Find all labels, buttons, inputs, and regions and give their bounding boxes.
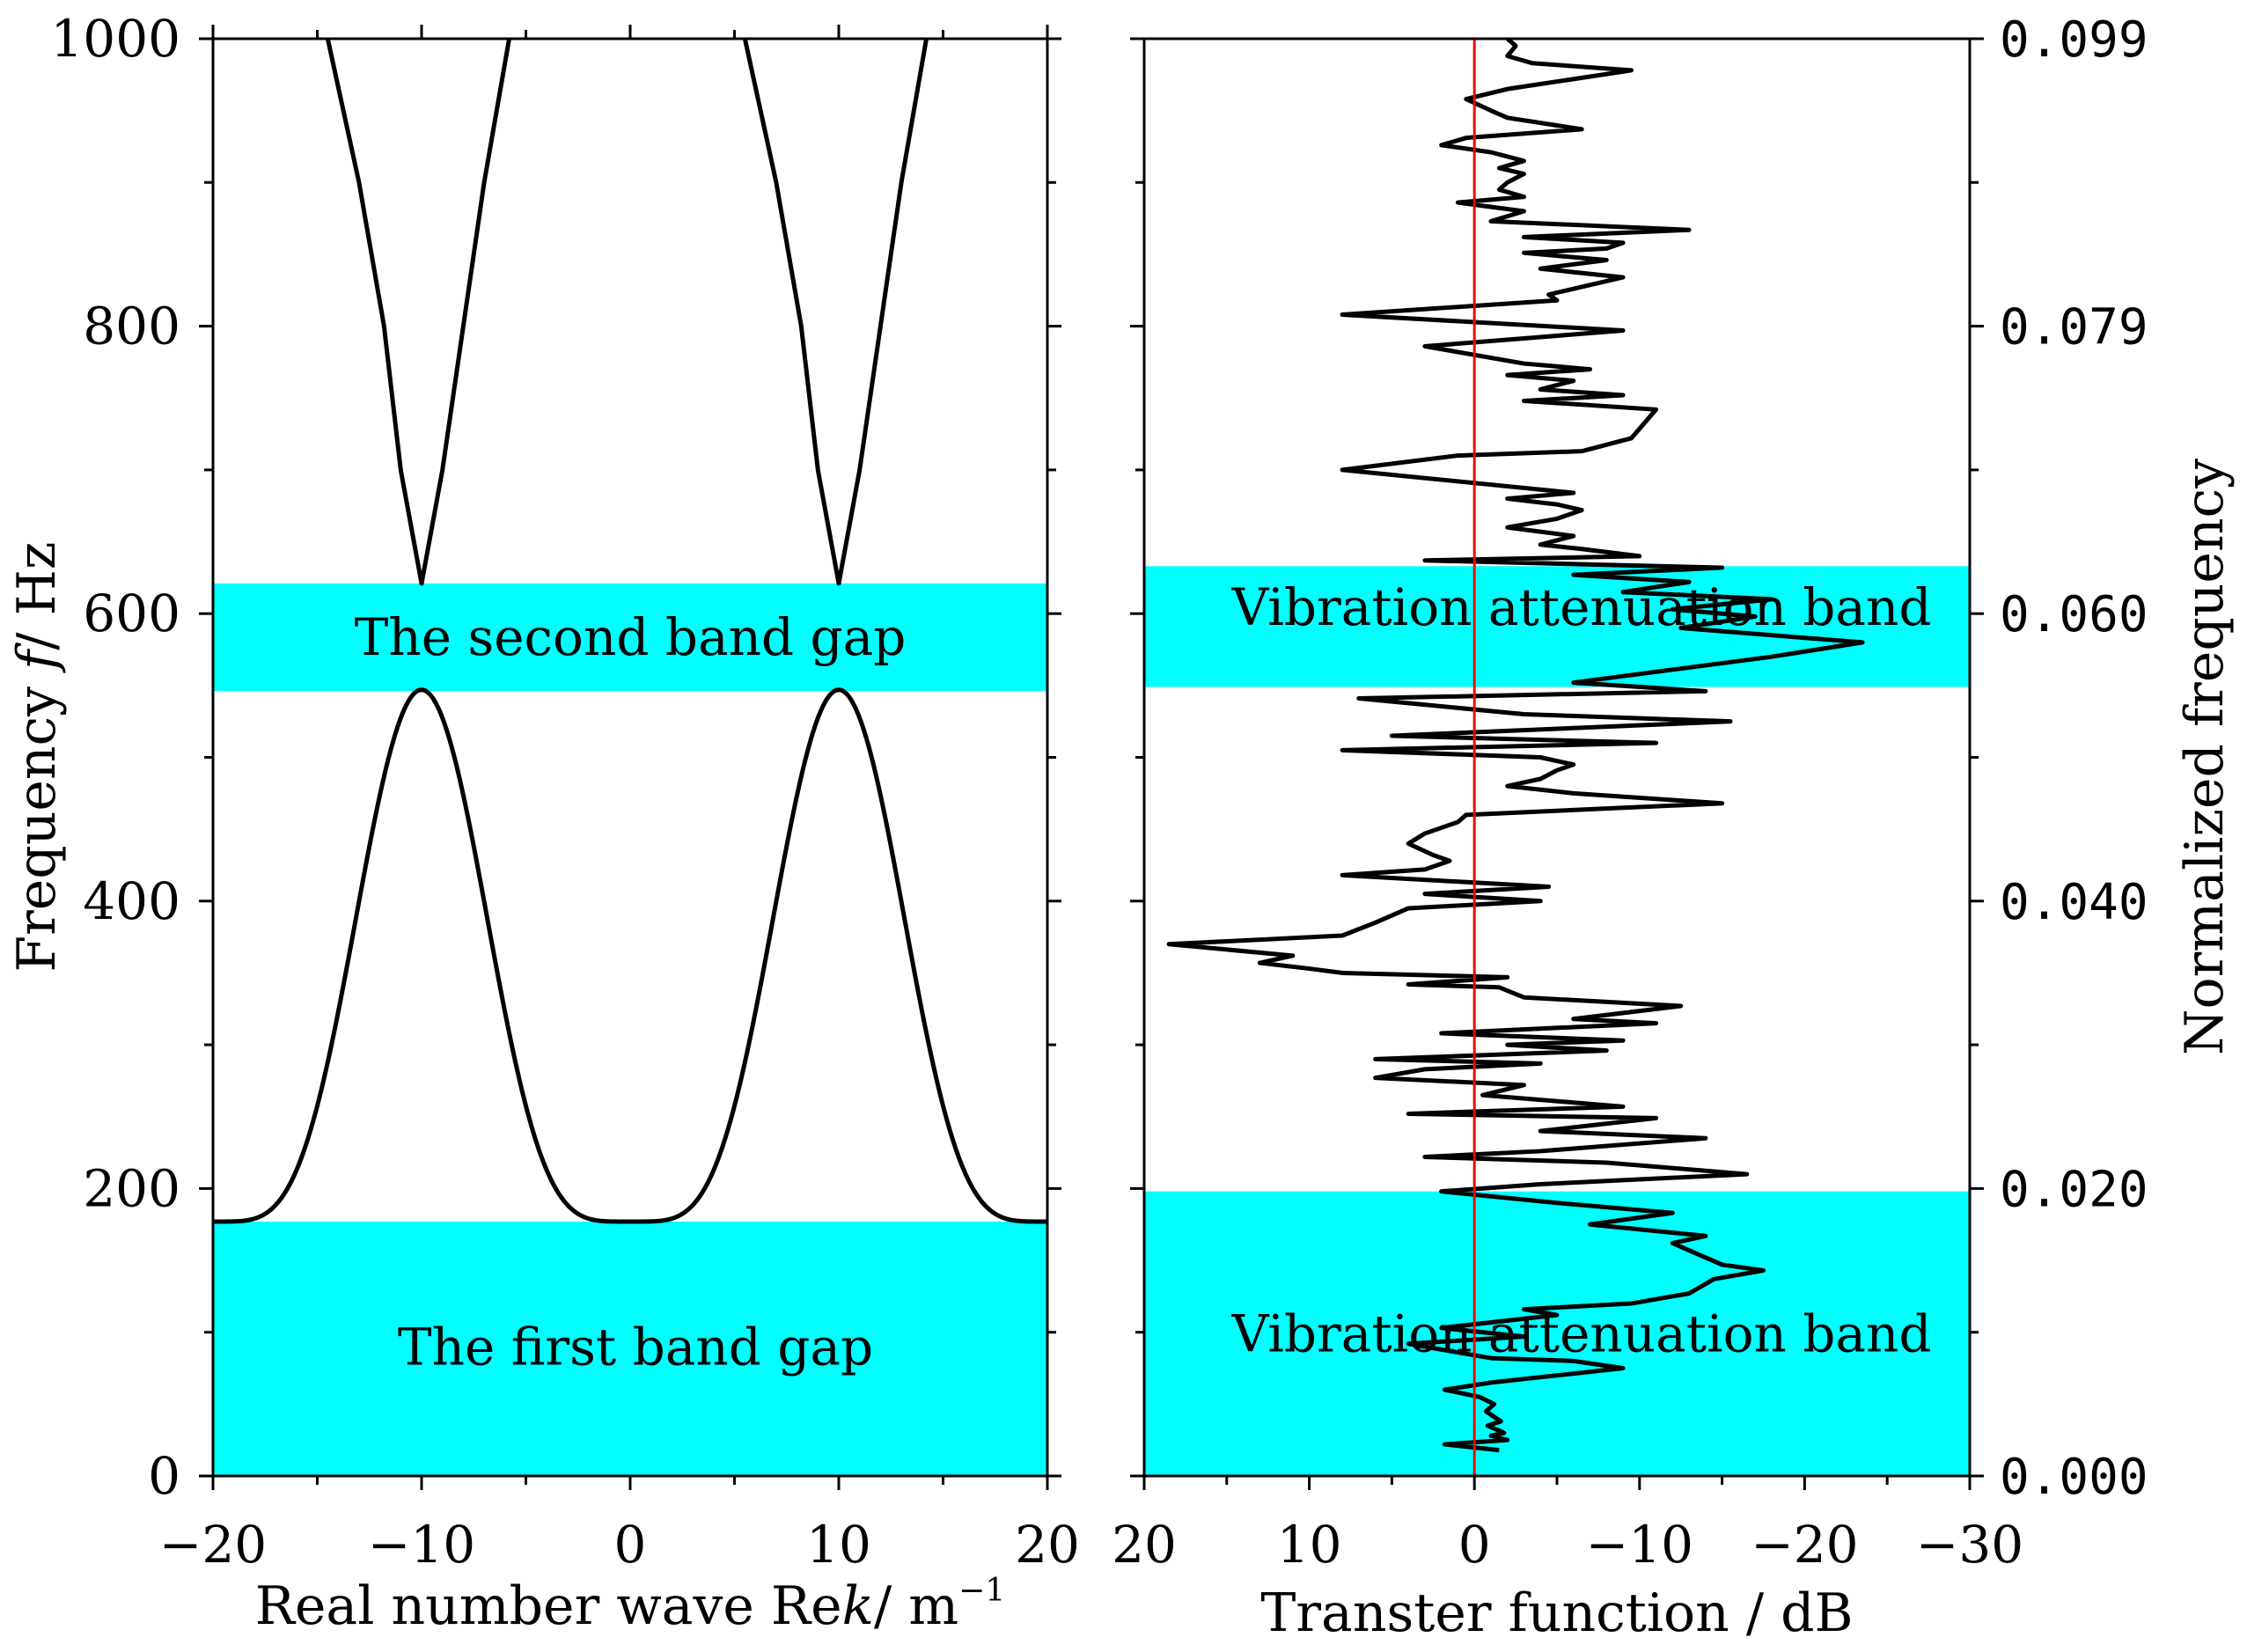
left-x-tick-label: 10 (806, 1515, 871, 1575)
left-x-tick-label: 0 (614, 1515, 647, 1575)
normalized-frequency-tick-label: 0.000 (2000, 1449, 2148, 1506)
normalized-frequency-tick-label: 0.020 (2000, 1161, 2148, 1218)
second-branch-curve-2 (742, 39, 929, 586)
attenuation-band-label-1: Vibration attenuation band (1231, 1303, 1932, 1363)
transfer-function-curve (1166, 39, 1865, 1453)
transfer-function-chart: Vibration attenuation band Vibration atte… (1112, 11, 2236, 1644)
right-x-tick-label: 10 (1277, 1515, 1342, 1575)
dispersion-chart: The first band gap The second band gap 0 2… (6, 9, 1080, 1637)
dispersion-x-axis-label: Real number wave Rek/ m−1 (255, 1573, 1005, 1637)
left-y-tick-label: 1000 (50, 9, 180, 69)
first-branch-curve (211, 687, 1047, 1224)
right-x-tick-label: −30 (1916, 1515, 2023, 1575)
left-y-tick-label: 800 (83, 297, 180, 356)
right-x-tick-label: 20 (1112, 1515, 1177, 1575)
normalized-frequency-tick-label: 0.060 (2000, 586, 2148, 643)
attenuation-band-1 (1144, 1191, 1970, 1476)
normalized-frequency-tick-label: 0.040 (2000, 874, 2148, 931)
second-branch-curve-1 (325, 39, 512, 586)
left-y-tick-label: 200 (83, 1158, 180, 1218)
left-y-tick-label: 400 (83, 871, 180, 931)
left-x-tick-label: −20 (159, 1515, 267, 1575)
band-gap-1 (213, 1221, 1047, 1476)
left-y-tick-label: 0 (148, 1446, 180, 1506)
left-x-tick-label: 20 (1015, 1515, 1080, 1575)
band-gap-label-2: The second band gap (355, 607, 907, 667)
right-x-tick-label: −10 (1586, 1515, 1693, 1575)
right-x-tick-label: 0 (1458, 1515, 1491, 1575)
normalized-frequency-tick-label: 0.099 (2000, 11, 2148, 69)
attenuation-band-label-2: Vibration attenuation band (1231, 577, 1932, 637)
band-gap-2 (213, 583, 1047, 692)
attenuation-band-2 (1144, 566, 1970, 687)
dispersion-y-axis-label: Frequency f/ Hz (6, 541, 68, 972)
left-x-tick-label: −10 (368, 1515, 475, 1575)
left-y-tick-label: 600 (83, 584, 180, 643)
normalized-frequency-axis-label: Normalized frequency (2174, 459, 2236, 1055)
transfer-x-axis-label: Transter function / dB (1260, 1582, 1853, 1644)
normalized-frequency-tick-label: 0.079 (2000, 299, 2148, 356)
right-x-tick-label: −20 (1751, 1515, 1858, 1575)
band-gap-label-1: The first band gap (398, 1317, 873, 1377)
